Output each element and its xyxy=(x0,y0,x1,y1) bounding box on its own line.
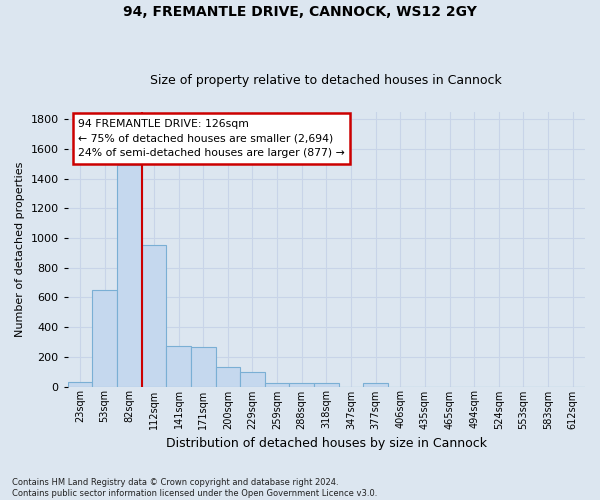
Bar xyxy=(166,346,191,387)
Title: Size of property relative to detached houses in Cannock: Size of property relative to detached ho… xyxy=(151,74,502,87)
Bar xyxy=(191,347,215,387)
Y-axis label: Number of detached properties: Number of detached properties xyxy=(15,162,25,337)
Bar xyxy=(314,383,338,386)
Bar xyxy=(215,367,240,386)
Bar xyxy=(92,290,117,386)
Text: Contains HM Land Registry data © Crown copyright and database right 2024.
Contai: Contains HM Land Registry data © Crown c… xyxy=(12,478,377,498)
Text: 94 FREMANTLE DRIVE: 126sqm
← 75% of detached houses are smaller (2,694)
24% of s: 94 FREMANTLE DRIVE: 126sqm ← 75% of deta… xyxy=(78,118,345,158)
Bar xyxy=(240,372,265,386)
X-axis label: Distribution of detached houses by size in Cannock: Distribution of detached houses by size … xyxy=(166,437,487,450)
Bar xyxy=(364,383,388,386)
Bar xyxy=(289,383,314,386)
Text: 94, FREMANTLE DRIVE, CANNOCK, WS12 2GY: 94, FREMANTLE DRIVE, CANNOCK, WS12 2GY xyxy=(123,5,477,19)
Bar xyxy=(265,383,289,386)
Bar xyxy=(117,165,142,386)
Bar xyxy=(68,382,92,386)
Bar xyxy=(142,246,166,386)
